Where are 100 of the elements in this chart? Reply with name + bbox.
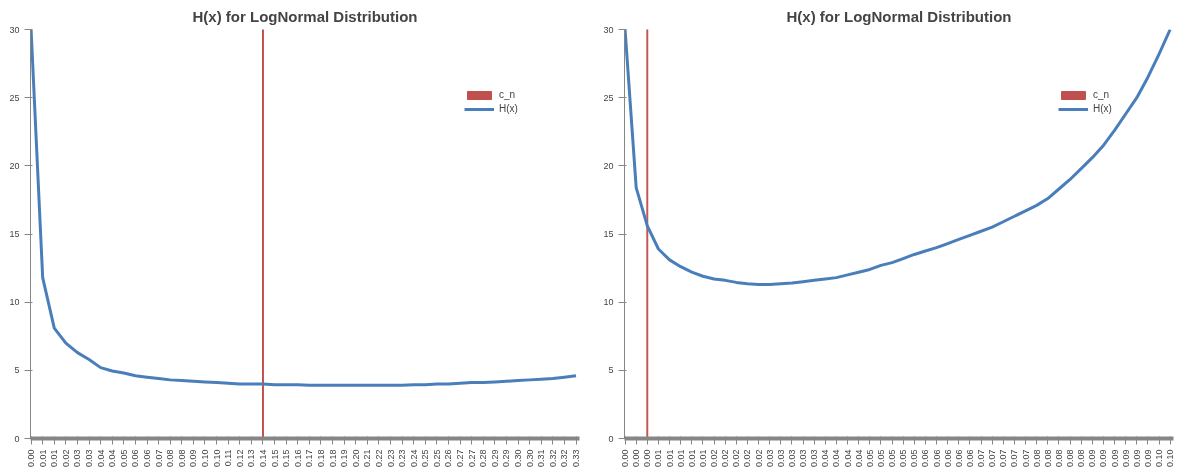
x-tick-label: 0.24 bbox=[408, 449, 419, 468]
x-tick-label: 0.04 bbox=[853, 449, 864, 468]
x-tick-label: 0.05 bbox=[909, 449, 920, 468]
x-tick-label: 0.09 bbox=[1142, 449, 1153, 468]
x-tick-label: 0.17 bbox=[304, 449, 315, 468]
x-tick-label: 0.06 bbox=[920, 449, 931, 468]
x-tick-label: 0.08 bbox=[1031, 449, 1042, 468]
x-tick-label: 0.01 bbox=[37, 449, 48, 468]
x-tick-label: 0.01 bbox=[49, 449, 60, 468]
x-tick-label: 0.25 bbox=[431, 449, 442, 468]
x-tick-label: 0.06 bbox=[953, 449, 964, 468]
x-tick-label: 0.05 bbox=[887, 449, 898, 468]
y-tick-label: 5 bbox=[14, 365, 20, 376]
x-tick-label: 0.09 bbox=[1109, 449, 1120, 468]
x-tick-label: 0.18 bbox=[315, 449, 326, 468]
x-tick-label: 0.05 bbox=[864, 449, 875, 468]
x-tick-label: 0.08 bbox=[1076, 449, 1087, 468]
x-tick-label: 0.04 bbox=[107, 449, 118, 468]
x-tick-label: 0.30 bbox=[513, 449, 524, 468]
x-tick-label: 0.09 bbox=[1120, 449, 1131, 468]
x-tick-label: 0.07 bbox=[1009, 449, 1020, 468]
x-tick-label: 0.01 bbox=[675, 449, 686, 468]
x-tick-label: 0.08 bbox=[1065, 449, 1076, 468]
x-tick-label: 0.23 bbox=[385, 449, 396, 468]
x-tick-label: 0.31 bbox=[536, 449, 547, 468]
x-tick-label: 0.10 bbox=[1165, 449, 1176, 468]
x-tick-label: 0.30 bbox=[524, 449, 535, 468]
x-tick-label: 0.06 bbox=[142, 449, 153, 468]
x-tick-label: 0.02 bbox=[731, 449, 742, 468]
x-tick-label: 0.18 bbox=[327, 449, 338, 468]
x-tick-label: 0.03 bbox=[72, 449, 83, 468]
x-tick-label: 0.12 bbox=[234, 449, 245, 468]
x-tick-label: 0.04 bbox=[842, 449, 853, 468]
x-tick-label: 0.05 bbox=[118, 449, 129, 468]
x-tick-label: 0.26 bbox=[443, 449, 454, 468]
x-tick-label: 0.07 bbox=[1020, 449, 1031, 468]
x-tick-label: 0.00 bbox=[631, 449, 642, 468]
x-tick-label: 0.06 bbox=[964, 449, 975, 468]
legend-label: c_n bbox=[499, 89, 517, 100]
x-tick-label: 0.06 bbox=[931, 449, 942, 468]
y-tick-label: 20 bbox=[9, 160, 20, 171]
x-tick-label: 0.07 bbox=[998, 449, 1009, 468]
x-tick-label: 0.09 bbox=[1098, 449, 1109, 468]
x-tick-label: 0.27 bbox=[466, 449, 477, 468]
x-tick-label: 0.25 bbox=[420, 449, 431, 468]
x-tick-label: 0.07 bbox=[987, 449, 998, 468]
chart-title: H(x) for LogNormal Distribution bbox=[192, 7, 418, 25]
x-tick-label: 0.28 bbox=[478, 449, 489, 468]
x-tick-label: 0.10 bbox=[211, 449, 222, 468]
x-tick-label: 0.13 bbox=[246, 449, 257, 468]
y-tick-label: 5 bbox=[608, 365, 614, 376]
x-tick-label: 0.03 bbox=[786, 449, 797, 468]
x-tick-label: 0.10 bbox=[200, 449, 210, 468]
x-tick-label: 0.05 bbox=[898, 449, 909, 468]
x-tick-label: 0.21 bbox=[362, 449, 373, 468]
y-tick-label: 20 bbox=[603, 160, 614, 171]
x-tick-label: 0.02 bbox=[60, 449, 71, 468]
x-tick-label: 0.03 bbox=[798, 449, 809, 468]
y-tick-label: 10 bbox=[9, 297, 20, 308]
x-tick-label: 0.00 bbox=[642, 449, 653, 468]
y-tick-label: 10 bbox=[603, 297, 614, 308]
x-tick-label: 0.23 bbox=[397, 449, 408, 468]
y-tick-label: 25 bbox=[9, 92, 20, 103]
x-tick-label: 0.04 bbox=[95, 449, 106, 468]
x-tick-label: 0.15 bbox=[281, 449, 292, 468]
x-tick-label: 0.03 bbox=[84, 449, 95, 468]
x-tick-label: 0.20 bbox=[350, 449, 361, 468]
y-tick-label: 0 bbox=[608, 433, 614, 444]
x-tick-label: 0.03 bbox=[764, 449, 775, 468]
x-tick-label: 0.32 bbox=[559, 449, 570, 468]
x-tick-label: 0.08 bbox=[165, 449, 176, 468]
x-tick-label: 0.04 bbox=[831, 449, 842, 468]
y-tick-label: 15 bbox=[9, 229, 20, 239]
y-tick-label: 30 bbox=[9, 24, 20, 35]
x-tick-label: 0.01 bbox=[664, 449, 675, 468]
x-tick-label: 0.33 bbox=[571, 449, 582, 468]
x-tick-label: 0.02 bbox=[709, 449, 720, 468]
y-tick-label: 0 bbox=[14, 433, 20, 444]
x-tick-label: 0.03 bbox=[775, 449, 786, 468]
x-tick-label: 0.02 bbox=[720, 449, 731, 468]
x-tick-label: 0.19 bbox=[339, 449, 350, 468]
x-tick-label: 0.02 bbox=[753, 449, 764, 468]
x-tick-label: 0.01 bbox=[653, 449, 664, 468]
x-tick-label: 0.32 bbox=[547, 449, 558, 468]
x-tick-label: 0.06 bbox=[130, 449, 141, 468]
x-tick-label: 0.11 bbox=[223, 449, 234, 467]
x-tick-label: 0.08 bbox=[176, 449, 187, 468]
legend-label: H(x) bbox=[499, 103, 519, 114]
x-tick-label: 0.07 bbox=[153, 449, 164, 468]
line-series bbox=[624, 29, 1172, 286]
x-tick-label: 0.07 bbox=[976, 449, 987, 468]
y-tick-label: 15 bbox=[603, 229, 614, 239]
y-tick-label: 30 bbox=[603, 24, 614, 35]
legend-label: H(x) bbox=[1093, 103, 1113, 114]
x-tick-label: 0.02 bbox=[742, 449, 753, 468]
legend-label: c_n bbox=[1093, 89, 1111, 100]
line-series bbox=[30, 29, 578, 387]
x-tick-label: 0.27 bbox=[455, 449, 466, 468]
x-tick-label: 0.14 bbox=[257, 449, 268, 468]
x-tick-label: 0.29 bbox=[489, 449, 500, 468]
